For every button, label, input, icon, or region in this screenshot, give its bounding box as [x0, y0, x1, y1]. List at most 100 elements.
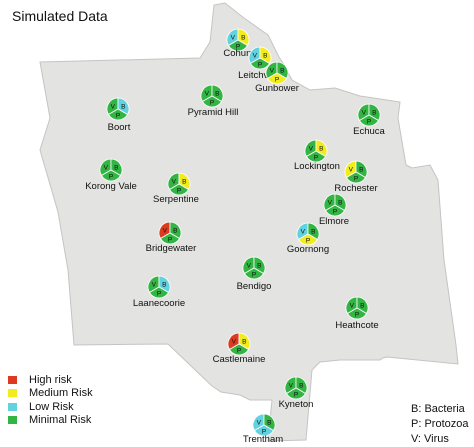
pie-letter-virus: V	[205, 90, 210, 97]
pie-letter-bacteria: B	[173, 227, 177, 234]
town-label-leitchville: Leitchville	[238, 70, 280, 81]
legend-item-medium: Medium Risk	[8, 387, 93, 401]
town-label-boort: Boort	[108, 122, 131, 133]
legend-item-high: High risk	[8, 373, 93, 387]
town-label-laanecoorie: Laanecoorie	[133, 298, 185, 309]
map-title: Simulated Data	[12, 8, 108, 24]
town-label-echuca: Echuca	[353, 126, 385, 137]
pie-letter-virus: V	[257, 419, 262, 426]
pie-letter-protozoa: P	[168, 236, 172, 243]
letter-key: B: Bacteria P: Protozoa V: Virus	[411, 402, 468, 447]
pie-letter-protozoa: P	[210, 99, 214, 106]
pie-letter-bacteria: B	[360, 302, 364, 309]
pie-letter-bacteria: B	[267, 419, 271, 426]
legend-swatch-low	[8, 402, 17, 411]
pie-letter-protozoa: P	[314, 154, 318, 161]
pie-letter-bacteria: B	[257, 262, 261, 269]
pie-letter-virus: V	[301, 228, 306, 235]
pie-letter-virus: V	[172, 178, 177, 185]
pie-letter-virus: V	[362, 109, 367, 116]
pie-letter-bacteria: B	[338, 199, 342, 206]
pie-letter-bacteria: B	[241, 34, 245, 41]
town-label-kyneton: Kyneton	[279, 399, 314, 410]
town-label-korong-vale: Korong Vale	[85, 181, 137, 192]
pie-letter-virus: V	[232, 338, 237, 345]
town-label-bridgewater: Bridgewater	[146, 243, 197, 254]
legend-item-low: Low Risk	[8, 400, 93, 414]
town-label-rochester: Rochester	[334, 183, 377, 194]
town-label-bendigo: Bendigo	[237, 281, 272, 292]
town-label-castlemaine: Castlemaine	[213, 354, 266, 365]
pie-letter-bacteria: B	[242, 338, 246, 345]
pie-slice-protozoa	[249, 57, 271, 70]
town-label-goornong: Goornong	[287, 244, 329, 255]
pie-letter-virus: V	[104, 164, 109, 171]
pie-letter-protozoa: P	[333, 208, 337, 215]
pie-slice-protozoa	[346, 307, 368, 320]
pie-slice-protozoa	[297, 233, 319, 246]
pie-letter-bacteria: B	[121, 103, 125, 110]
key-protozoa: P: Protozoa	[411, 418, 469, 430]
pie-letter-protozoa: P	[367, 118, 371, 125]
pie-letter-bacteria: B	[114, 164, 118, 171]
pie-slice-protozoa	[253, 424, 275, 437]
pie-letter-protozoa: P	[109, 173, 113, 180]
legend-swatch-medium	[8, 389, 17, 398]
pie-letter-virus: V	[350, 302, 355, 309]
legend-item-minimal: Minimal Risk	[8, 414, 93, 428]
pie-letter-bacteria: B	[263, 52, 267, 59]
legend-swatch-high	[8, 375, 17, 384]
pie-letter-protozoa: P	[236, 43, 240, 50]
pie-letter-virus: V	[163, 227, 168, 234]
pie-letter-bacteria: B	[359, 166, 363, 173]
pie-letter-virus: V	[111, 103, 116, 110]
town-label-heathcote: Heathcote	[335, 320, 378, 331]
legend-swatch-minimal	[8, 416, 17, 425]
pie-letter-protozoa: P	[262, 428, 266, 435]
pie-slice-protozoa	[266, 72, 288, 85]
town-label-trentham: Trentham	[243, 434, 283, 445]
pie-slice-protozoa	[168, 183, 190, 196]
pie-slice-protozoa	[358, 114, 380, 127]
pie-letter-virus: V	[309, 145, 314, 152]
pie-slice-protozoa	[285, 387, 307, 400]
pie-slice-protozoa	[100, 169, 122, 182]
pie-slice-protozoa	[107, 108, 129, 121]
legend-label-medium: Medium Risk	[29, 387, 93, 400]
risk-legend: High risk Medium Risk Low Risk Minimal R…	[8, 373, 93, 427]
pie-letter-virus: V	[231, 34, 236, 41]
key-bacteria: B: Bacteria	[411, 403, 465, 415]
pie-letter-bacteria: B	[182, 178, 186, 185]
pie-letter-bacteria: B	[215, 90, 219, 97]
pie-letter-virus: V	[328, 199, 333, 206]
pie-letter-protozoa: P	[258, 61, 262, 68]
pie-letter-virus: V	[270, 67, 275, 74]
pie-letter-virus: V	[253, 52, 258, 59]
pie-slice-protozoa	[148, 286, 170, 299]
pie-slice-protozoa	[305, 150, 327, 163]
pie-slice-protozoa	[324, 204, 346, 217]
pie-letter-bacteria: B	[162, 281, 166, 288]
pie-letter-protozoa: P	[275, 76, 279, 83]
pie-slice-protozoa	[345, 171, 367, 184]
pie-letter-protozoa: P	[294, 391, 298, 398]
pie-letter-virus: V	[247, 262, 252, 269]
town-label-pyramid-hill: Pyramid Hill	[188, 107, 239, 118]
town-label-gunbower: Gunbower	[255, 83, 299, 94]
town-pie-heathcote: V BP Heathcote	[335, 296, 379, 331]
pie-letter-protozoa: P	[116, 112, 120, 119]
town-label-lockington: Lockington	[294, 161, 340, 172]
